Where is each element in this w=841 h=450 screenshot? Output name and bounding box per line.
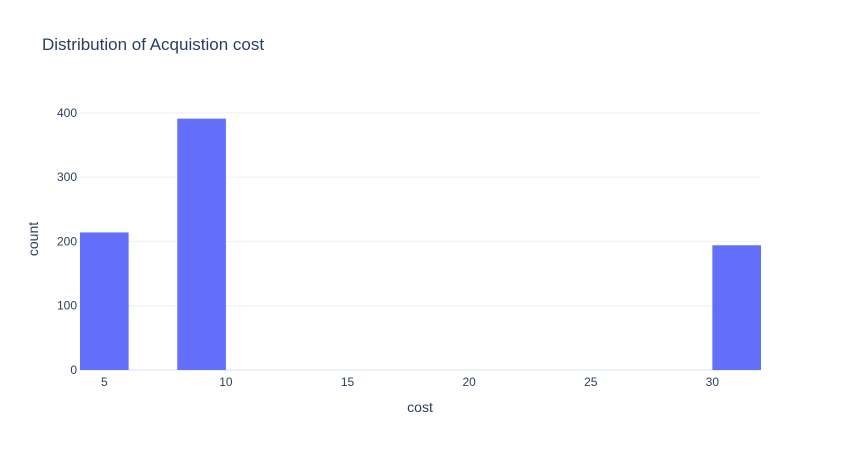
- x-axis-title: cost: [407, 399, 433, 415]
- y-tick-label: 0: [70, 363, 77, 377]
- chart-title: Distribution of Acquistion cost: [42, 35, 264, 54]
- x-tick-label: 15: [341, 375, 355, 389]
- y-tick-label: 300: [57, 170, 77, 184]
- histogram-bar: [177, 118, 226, 371]
- y-tick-labels: 0 100 200 300 400: [57, 106, 77, 377]
- y-tick-label: 400: [57, 106, 77, 120]
- x-tick-label: 5: [101, 375, 108, 389]
- x-tick-labels: 5 10 15 20 25 30: [101, 375, 719, 389]
- x-tick-label: 20: [462, 375, 476, 389]
- y-axis-title: count: [25, 222, 41, 256]
- x-tick-label: 30: [706, 375, 720, 389]
- histogram-bar: [80, 232, 129, 370]
- bars: [80, 118, 761, 371]
- y-tick-label: 200: [57, 234, 77, 248]
- x-tick-label: 25: [584, 375, 598, 389]
- histogram-bar: [712, 245, 761, 370]
- y-tick-label: 100: [57, 299, 77, 313]
- x-tick-label: 10: [219, 375, 233, 389]
